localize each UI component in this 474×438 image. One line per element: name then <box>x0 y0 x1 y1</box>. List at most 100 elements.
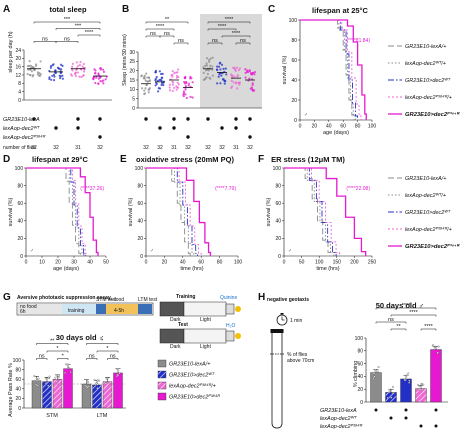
data-point <box>76 71 79 74</box>
data-point <box>33 68 36 72</box>
y-tick-label: 40 <box>17 219 23 225</box>
panel-letter: A <box>3 4 10 15</box>
timeline-label: 4-5h <box>114 308 124 314</box>
data-point <box>75 61 78 64</box>
data-point <box>173 72 176 75</box>
genotype-dot <box>186 135 190 139</box>
tube-cap <box>225 303 235 315</box>
survival-curve <box>300 19 362 120</box>
data-point <box>208 60 211 63</box>
data-point <box>102 70 106 73</box>
data-point <box>211 56 214 59</box>
x-tick-label: 80 <box>355 124 361 130</box>
data-point <box>421 388 424 391</box>
chart-title: total sleep <box>49 5 87 14</box>
y-tick-label: 80 <box>275 183 281 189</box>
fly-count: 31 <box>75 145 81 151</box>
significance-bracket <box>420 328 437 331</box>
data-point <box>31 65 34 69</box>
data-point <box>223 82 226 85</box>
logrank-annotation: (****7.79) <box>215 186 236 192</box>
data-point <box>207 69 211 72</box>
significance-label: ns <box>150 31 156 37</box>
data-point <box>36 73 39 76</box>
data-point <box>422 383 425 386</box>
x-axis-label: age (days) <box>323 130 349 136</box>
data-point <box>436 351 439 354</box>
panel-letter: H <box>258 292 265 303</box>
x-tick-label: 40 <box>326 124 332 130</box>
data-point <box>376 370 379 373</box>
data-point <box>28 60 31 63</box>
significance-label: ns <box>178 38 184 44</box>
data-point <box>171 75 174 78</box>
y-tick-label: 15 <box>129 78 135 84</box>
data-point <box>168 89 172 92</box>
x-tick-label: STM <box>46 413 58 419</box>
x-tick-label: 50 <box>299 260 305 266</box>
data-point <box>118 372 121 375</box>
data-point <box>38 74 42 77</box>
significance-bracket <box>36 358 48 360</box>
data-point <box>74 72 77 76</box>
y-axis-label: survival (%) <box>128 197 134 226</box>
bar <box>415 388 427 403</box>
legend-label: lexAop-dec2ᴾ³⁸⁴ᴿ/+ <box>405 94 453 101</box>
legend-label: GR23E10>dec2ᵂᵀ <box>405 209 451 216</box>
y-tick-label: 100 <box>135 166 144 172</box>
data-point <box>175 76 179 79</box>
y-tick-label: 60 <box>17 201 23 207</box>
data-point <box>28 64 31 67</box>
data-point <box>408 379 411 382</box>
genotype-dot <box>98 135 102 139</box>
logrank-annotation: (****37.26) <box>80 186 104 192</box>
y-tick-label: 60 <box>357 361 363 367</box>
data-point <box>148 87 151 90</box>
fly-count: 32 <box>97 145 103 151</box>
data-point <box>64 371 67 374</box>
x-tick-label: 10 <box>39 260 45 266</box>
data-point <box>184 88 187 91</box>
significance-label: **** <box>218 24 227 30</box>
significance-label: **** <box>225 17 234 23</box>
data-point <box>36 384 39 387</box>
panel-letter: F <box>258 154 264 165</box>
data-point <box>38 72 41 75</box>
x-tick-label: 100 <box>368 124 377 130</box>
data-point <box>96 379 99 382</box>
data-point <box>142 77 145 80</box>
genotype-dot <box>404 408 408 412</box>
data-point <box>50 78 53 81</box>
data-point <box>55 374 58 377</box>
data-point <box>405 377 408 380</box>
genotype-dot <box>172 126 176 130</box>
bar <box>63 368 73 409</box>
data-point <box>47 376 50 379</box>
data-point <box>184 80 188 84</box>
x-tick-label: 80 <box>217 260 223 266</box>
data-point <box>102 68 105 71</box>
survival-curve <box>26 167 85 256</box>
data-point <box>250 86 253 89</box>
data-point <box>29 64 33 67</box>
significance-bracket <box>145 28 175 31</box>
data-point <box>234 68 237 71</box>
data-point <box>418 388 421 391</box>
genotype-matrix: 32 32 31 32 32 32 31 32 <box>143 117 253 151</box>
genotype-dot <box>374 408 378 412</box>
data-point <box>388 388 391 391</box>
survival-curve <box>300 19 367 120</box>
data-point <box>104 78 107 81</box>
data-point <box>99 79 102 83</box>
x-tick-label: 0 <box>25 260 28 266</box>
data-point <box>205 62 208 65</box>
chart-title: lifespan at 29°C <box>32 155 89 164</box>
data-point <box>48 77 51 80</box>
survival-curve <box>284 167 367 256</box>
data-point <box>49 65 53 68</box>
y-tick-label: 80 <box>15 367 21 373</box>
